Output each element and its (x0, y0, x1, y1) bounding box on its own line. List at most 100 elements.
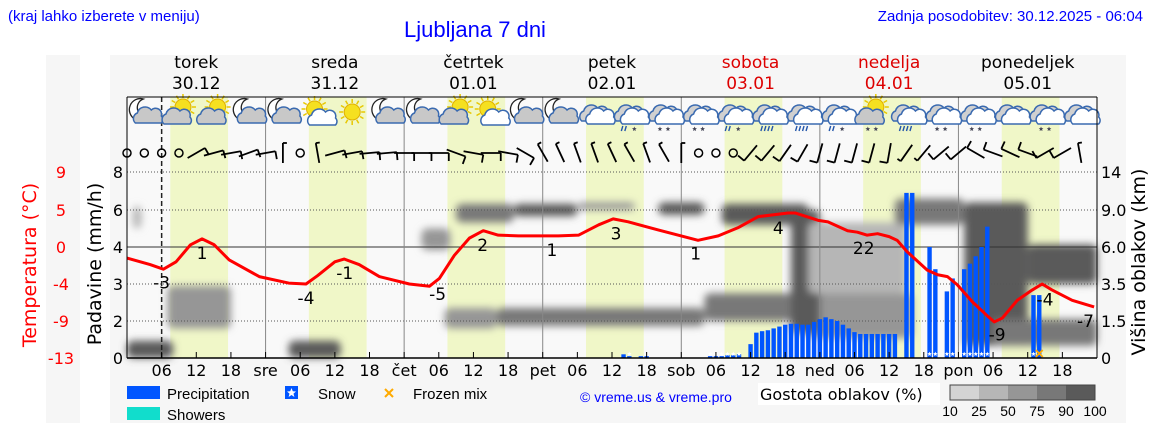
barb-staff (376, 151, 397, 155)
sun-cloud-icon (196, 94, 231, 125)
precipitation-bar (759, 331, 765, 358)
barb-tick (481, 154, 485, 163)
barb-staff (324, 149, 345, 157)
x-tick-label: 06 (290, 361, 310, 380)
cloud-snow-icon (648, 104, 686, 131)
precipitation-bar (979, 247, 984, 358)
precipitation-tick-label: 6 (113, 201, 123, 220)
raindrop (798, 125, 802, 132)
x-tick-label: sob (667, 361, 695, 380)
barb-tick (529, 157, 535, 166)
snow-marker (719, 351, 724, 356)
barb-tick (1017, 141, 1022, 150)
snow-marker (950, 351, 955, 356)
x-tick-label: 12 (1018, 361, 1038, 380)
precipitation-bar (927, 247, 932, 358)
barb-staff (498, 150, 519, 156)
barb-tick (537, 141, 542, 146)
barb-staff (1077, 142, 1083, 164)
cloud-density-patch (496, 308, 705, 326)
temperature-tick-label: -9 (53, 312, 69, 331)
barb-staff (950, 145, 967, 161)
wind-barb-icon (879, 142, 892, 164)
wind-barb-icon (314, 141, 321, 164)
cloud-height-tick-label: 3.5 (1101, 275, 1126, 294)
barb-tick (315, 141, 320, 145)
x-tick-label: pet (530, 361, 556, 380)
cloud-density-patch (167, 285, 231, 329)
sun-ray (190, 99, 195, 104)
precipitation-bar (725, 355, 730, 358)
barb-staff (573, 143, 582, 163)
barb-staff (1035, 147, 1055, 159)
barb-tick (658, 141, 663, 146)
sun-ray (356, 100, 360, 105)
precipitation-tick-label: 8 (113, 163, 123, 182)
snowflake (700, 126, 705, 131)
wind-barb-icon (790, 143, 809, 163)
barb-tick (913, 157, 918, 162)
sun-ray (883, 99, 888, 104)
barb-tick (642, 141, 648, 145)
wind-barb-icon (982, 141, 1003, 158)
x-tick-label: 12 (740, 361, 760, 380)
precipitation-bar (967, 263, 973, 358)
raindrop (905, 125, 909, 132)
wind-barb-icon (255, 150, 278, 160)
barb-tick (809, 159, 818, 164)
temperature-line (126, 211, 1095, 324)
barb-tick (590, 141, 596, 145)
cloud-shape (306, 108, 338, 126)
barb-staff (642, 143, 651, 163)
x-tick-label: čet (392, 361, 417, 380)
precipitation-bar (875, 333, 880, 358)
wind-barb-icon (281, 142, 287, 163)
snowflake (692, 126, 697, 131)
wind-barb-icon (480, 152, 502, 161)
cloud-density-patch (132, 206, 142, 229)
cloud-icon (579, 104, 616, 125)
x-tick-label: 06 (567, 361, 587, 380)
day-date: 04.01 (865, 74, 914, 94)
precipitation-bar (771, 328, 776, 358)
sun-small-cloud-icon (474, 96, 511, 126)
snow-marker (1031, 351, 1036, 356)
snowflake (865, 126, 871, 131)
precipitation-bar (863, 333, 869, 358)
density-swatch (950, 385, 979, 400)
barb-staff (1053, 147, 1072, 159)
cloud-icon (1064, 104, 1101, 125)
location-hint[interactable]: (kraj lahko izberete v meniju) (8, 8, 200, 25)
sun-ray (340, 115, 345, 120)
legend-showers-swatch (127, 407, 160, 420)
precipitation-bar (788, 323, 794, 358)
cloud-density-patch (444, 308, 497, 329)
cloud-shape (480, 108, 511, 126)
calm-wind-icon (295, 148, 305, 158)
cloud-density-title-bg (758, 383, 940, 405)
copyright-link[interactable]: © vreme.us & vreme.pro (580, 389, 732, 405)
moon-cloud-icon (509, 97, 545, 124)
wind-barb-icon (411, 152, 433, 161)
axes: 06 12 18 sre 06 12 18 čet 06 12 18 pet 06 12 18 sob 06 12… (48, 96, 1126, 380)
precipitation-bars (621, 192, 1044, 358)
precipitation-bar (892, 333, 898, 358)
precipitation-bar (950, 278, 955, 358)
density-tick-label: 90 (1058, 403, 1074, 419)
precipitation-bar (985, 226, 990, 358)
wind-barb-icon (861, 143, 876, 164)
x-tick-label: 18 (914, 361, 934, 380)
x-tick-label: 06 (429, 361, 449, 380)
precipitation-bar (736, 354, 742, 358)
sun-cloud-icon (438, 94, 474, 125)
wind-barb-icon (516, 147, 535, 166)
snow-marker (933, 351, 938, 356)
barb-staff (359, 151, 380, 155)
raindrop (805, 125, 809, 132)
precipitation-bar (707, 356, 713, 358)
day-date: 31.12 (311, 74, 360, 94)
x-tick-label: ned (805, 361, 835, 380)
precipitation-tick-label: 3 (113, 275, 123, 294)
barb-tick (879, 160, 888, 164)
precipitation-bar (881, 333, 886, 358)
